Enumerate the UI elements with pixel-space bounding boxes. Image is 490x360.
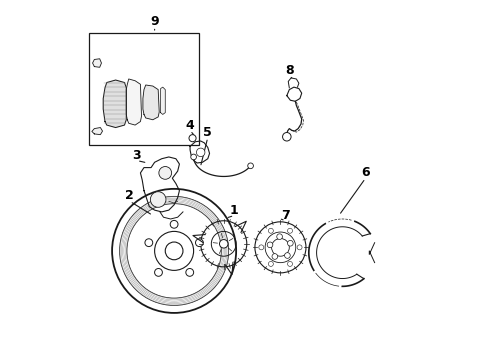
Text: 5: 5 [203, 126, 212, 139]
Circle shape [154, 269, 162, 276]
Polygon shape [126, 79, 142, 125]
Circle shape [271, 238, 289, 256]
Circle shape [248, 163, 253, 168]
Polygon shape [103, 80, 126, 127]
Polygon shape [92, 127, 102, 135]
Circle shape [196, 148, 205, 157]
Circle shape [170, 220, 178, 228]
Text: 2: 2 [125, 189, 134, 202]
Circle shape [159, 167, 171, 179]
Circle shape [145, 239, 153, 247]
Circle shape [267, 242, 273, 248]
Text: 1: 1 [230, 204, 239, 217]
Text: 3: 3 [133, 149, 141, 162]
Text: 7: 7 [281, 209, 290, 222]
Bar [89, 33, 199, 145]
Circle shape [189, 135, 196, 142]
Text: 4: 4 [186, 118, 195, 131]
Text: 6: 6 [361, 166, 370, 179]
Text: 9: 9 [150, 15, 159, 28]
Circle shape [272, 254, 278, 259]
Circle shape [150, 192, 166, 207]
Polygon shape [143, 85, 159, 120]
Circle shape [277, 234, 282, 239]
Polygon shape [93, 59, 101, 67]
Circle shape [288, 240, 293, 246]
Circle shape [186, 269, 194, 276]
Circle shape [220, 239, 228, 248]
Text: 8: 8 [285, 64, 294, 77]
Circle shape [283, 132, 291, 141]
Circle shape [196, 239, 203, 247]
Circle shape [191, 154, 196, 160]
Polygon shape [161, 87, 165, 114]
Circle shape [285, 253, 290, 258]
